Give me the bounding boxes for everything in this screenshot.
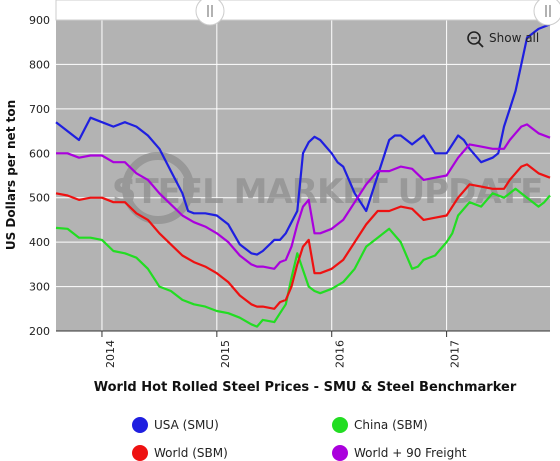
legend-label: China (SBM) (354, 418, 428, 432)
x-axis-ticks: 2014 2015 2016 2017 (101, 331, 462, 368)
watermark: STEEL MARKET UPDATE (112, 152, 543, 224)
legend-item[interactable]: China (SBM) (332, 417, 428, 433)
legend-marker (332, 445, 348, 461)
navigator-bar[interactable] (55, 0, 560, 26)
y-tick-label: 700 (29, 103, 50, 116)
navigator-handle-right[interactable] (533, 0, 560, 26)
y-tick-label: 300 (29, 281, 50, 294)
navigator-track[interactable] (55, 0, 551, 21)
series-line-3 (56, 123, 551, 270)
x-tick-label: 2017 (449, 340, 462, 368)
legend: USA (SMU) China (SBM) World (SBM) World + 9… (132, 417, 467, 461)
legend-label: World (SBM) (154, 446, 228, 460)
legend-marker (332, 417, 348, 433)
zoom-out-icon (467, 31, 481, 45)
x-tick-label: 2015 (219, 340, 232, 368)
x-tick-label: 2014 (104, 340, 117, 368)
legend-label: World + 90 Freight (354, 446, 467, 460)
watermark-text: STEEL MARKET UPDATE (112, 172, 542, 212)
y-tick-label: 900 (29, 14, 50, 27)
y-tick-label: 600 (29, 147, 50, 160)
legend-item[interactable]: World + 90 Freight (332, 445, 467, 461)
zoom-out-icon-handle (477, 41, 484, 48)
legend-marker (132, 417, 148, 433)
legend-item[interactable]: USA (SMU) (132, 417, 219, 433)
navigator-handle-left[interactable] (195, 0, 225, 26)
watermark-logo-icon (122, 152, 194, 224)
show-all-label: Show all (489, 31, 539, 45)
series-line-1 (55, 187, 551, 328)
chart-title: World Hot Rolled Steel Prices - SMU & St… (94, 380, 517, 395)
series-line-0 (55, 23, 551, 256)
legend-marker (132, 445, 148, 461)
y-tick-label: 400 (29, 236, 50, 249)
legend-item[interactable]: World (SBM) (132, 445, 228, 461)
legend-label: USA (SMU) (154, 418, 219, 432)
y-tick-label: 200 (29, 325, 50, 338)
series-layer (55, 23, 551, 328)
y-tick-label: 500 (29, 192, 50, 205)
show-all-button[interactable]: Show all (467, 31, 539, 48)
x-tick-label: 2016 (334, 340, 347, 368)
y-axis-label: US Dollars per net ton (4, 100, 18, 250)
series-line-2 (55, 163, 551, 310)
y-axis-ticks: 200 300 400 500 600 700 800 900 (29, 14, 50, 338)
y-tick-label: 800 (29, 58, 50, 71)
